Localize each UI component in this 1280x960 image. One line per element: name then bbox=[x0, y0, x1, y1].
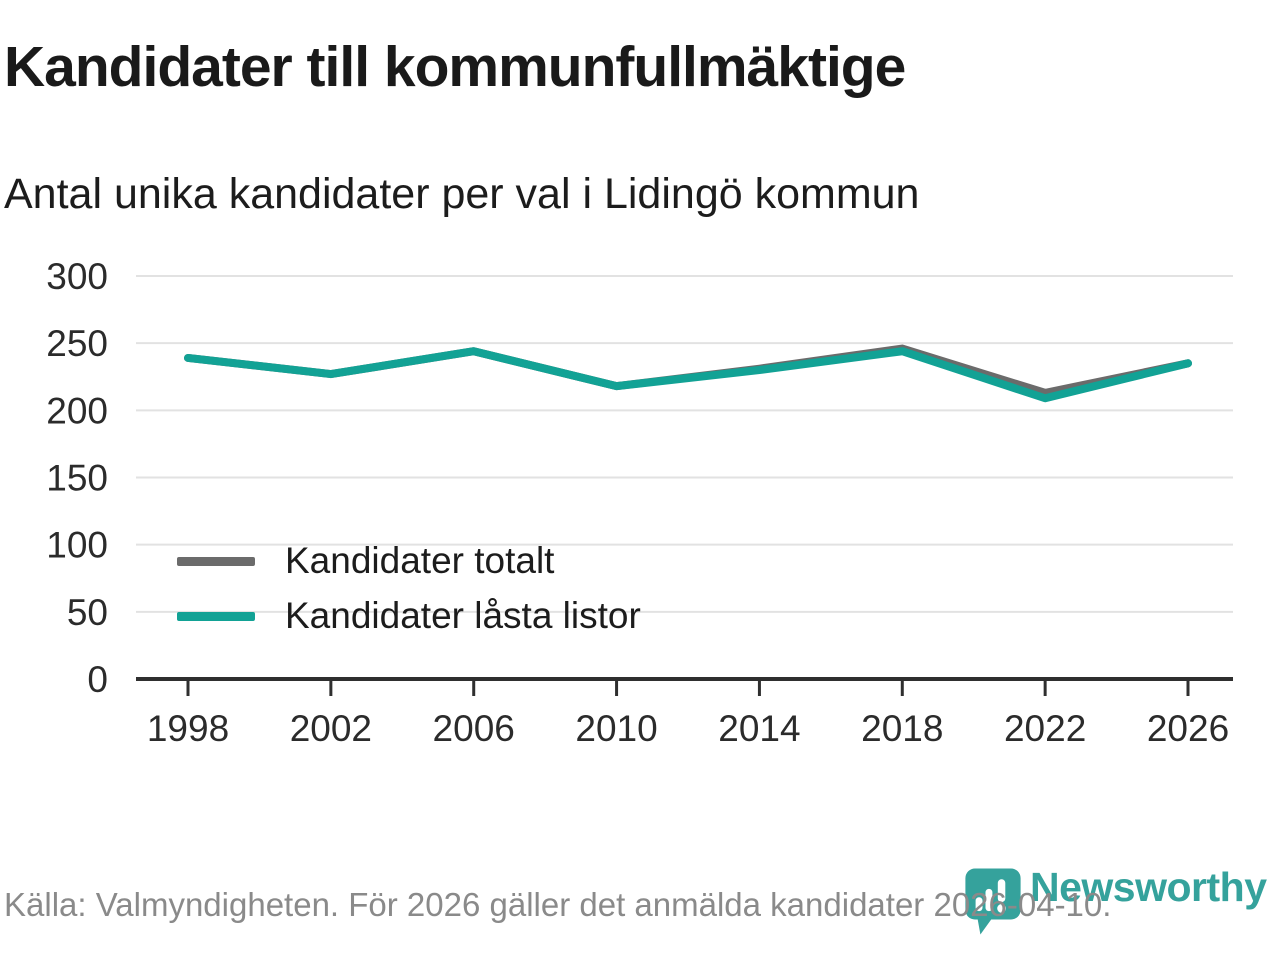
legend-label-lasta-listor: Kandidater låsta listor bbox=[285, 595, 641, 636]
legend-item-lasta-listor: Kandidater låsta listor bbox=[177, 595, 641, 636]
newsworthy-logo: Newsworthy bbox=[954, 856, 1274, 946]
y-tick-label-50: 50 bbox=[67, 592, 108, 633]
legend-label-totalt: Kandidater totalt bbox=[285, 540, 555, 581]
x-tick-label-2006: 2006 bbox=[433, 708, 515, 749]
x-tick-label-2002: 2002 bbox=[290, 708, 372, 749]
legend-swatch-gray bbox=[177, 556, 255, 566]
y-tick-label-200: 200 bbox=[46, 390, 108, 431]
legend-swatch-teal bbox=[177, 611, 255, 621]
y-tick-label-0: 0 bbox=[87, 659, 108, 700]
x-tick-label-1998: 1998 bbox=[147, 708, 229, 749]
y-tick-label-250: 250 bbox=[46, 323, 108, 364]
y-tick-label-300: 300 bbox=[46, 256, 108, 297]
newsworthy-wordmark: Newsworthy bbox=[1030, 864, 1267, 910]
newsworthy-pin-icon bbox=[965, 868, 1021, 935]
x-tick-label-2018: 2018 bbox=[861, 708, 943, 749]
legend-item-totalt: Kandidater totalt bbox=[177, 540, 641, 581]
page-title: Kandidater till kommunfullmäktige bbox=[4, 35, 906, 99]
chart-legend: Kandidater totalt Kandidater låsta listo… bbox=[177, 540, 641, 636]
chart-subtitle: Antal unika kandidater per val i Lidingö… bbox=[4, 170, 920, 218]
source-note: Källa: Valmyndigheten. För 2026 gäller d… bbox=[4, 886, 1112, 923]
x-tick-label-2010: 2010 bbox=[575, 708, 657, 749]
series-line-1 bbox=[184, 347, 1192, 403]
x-tick-label-2026: 2026 bbox=[1147, 708, 1229, 749]
y-tick-label-150: 150 bbox=[46, 458, 108, 499]
x-tick-label-2014: 2014 bbox=[718, 708, 800, 749]
x-tick-label-2022: 2022 bbox=[1004, 708, 1086, 749]
y-tick-label-100: 100 bbox=[46, 525, 108, 566]
